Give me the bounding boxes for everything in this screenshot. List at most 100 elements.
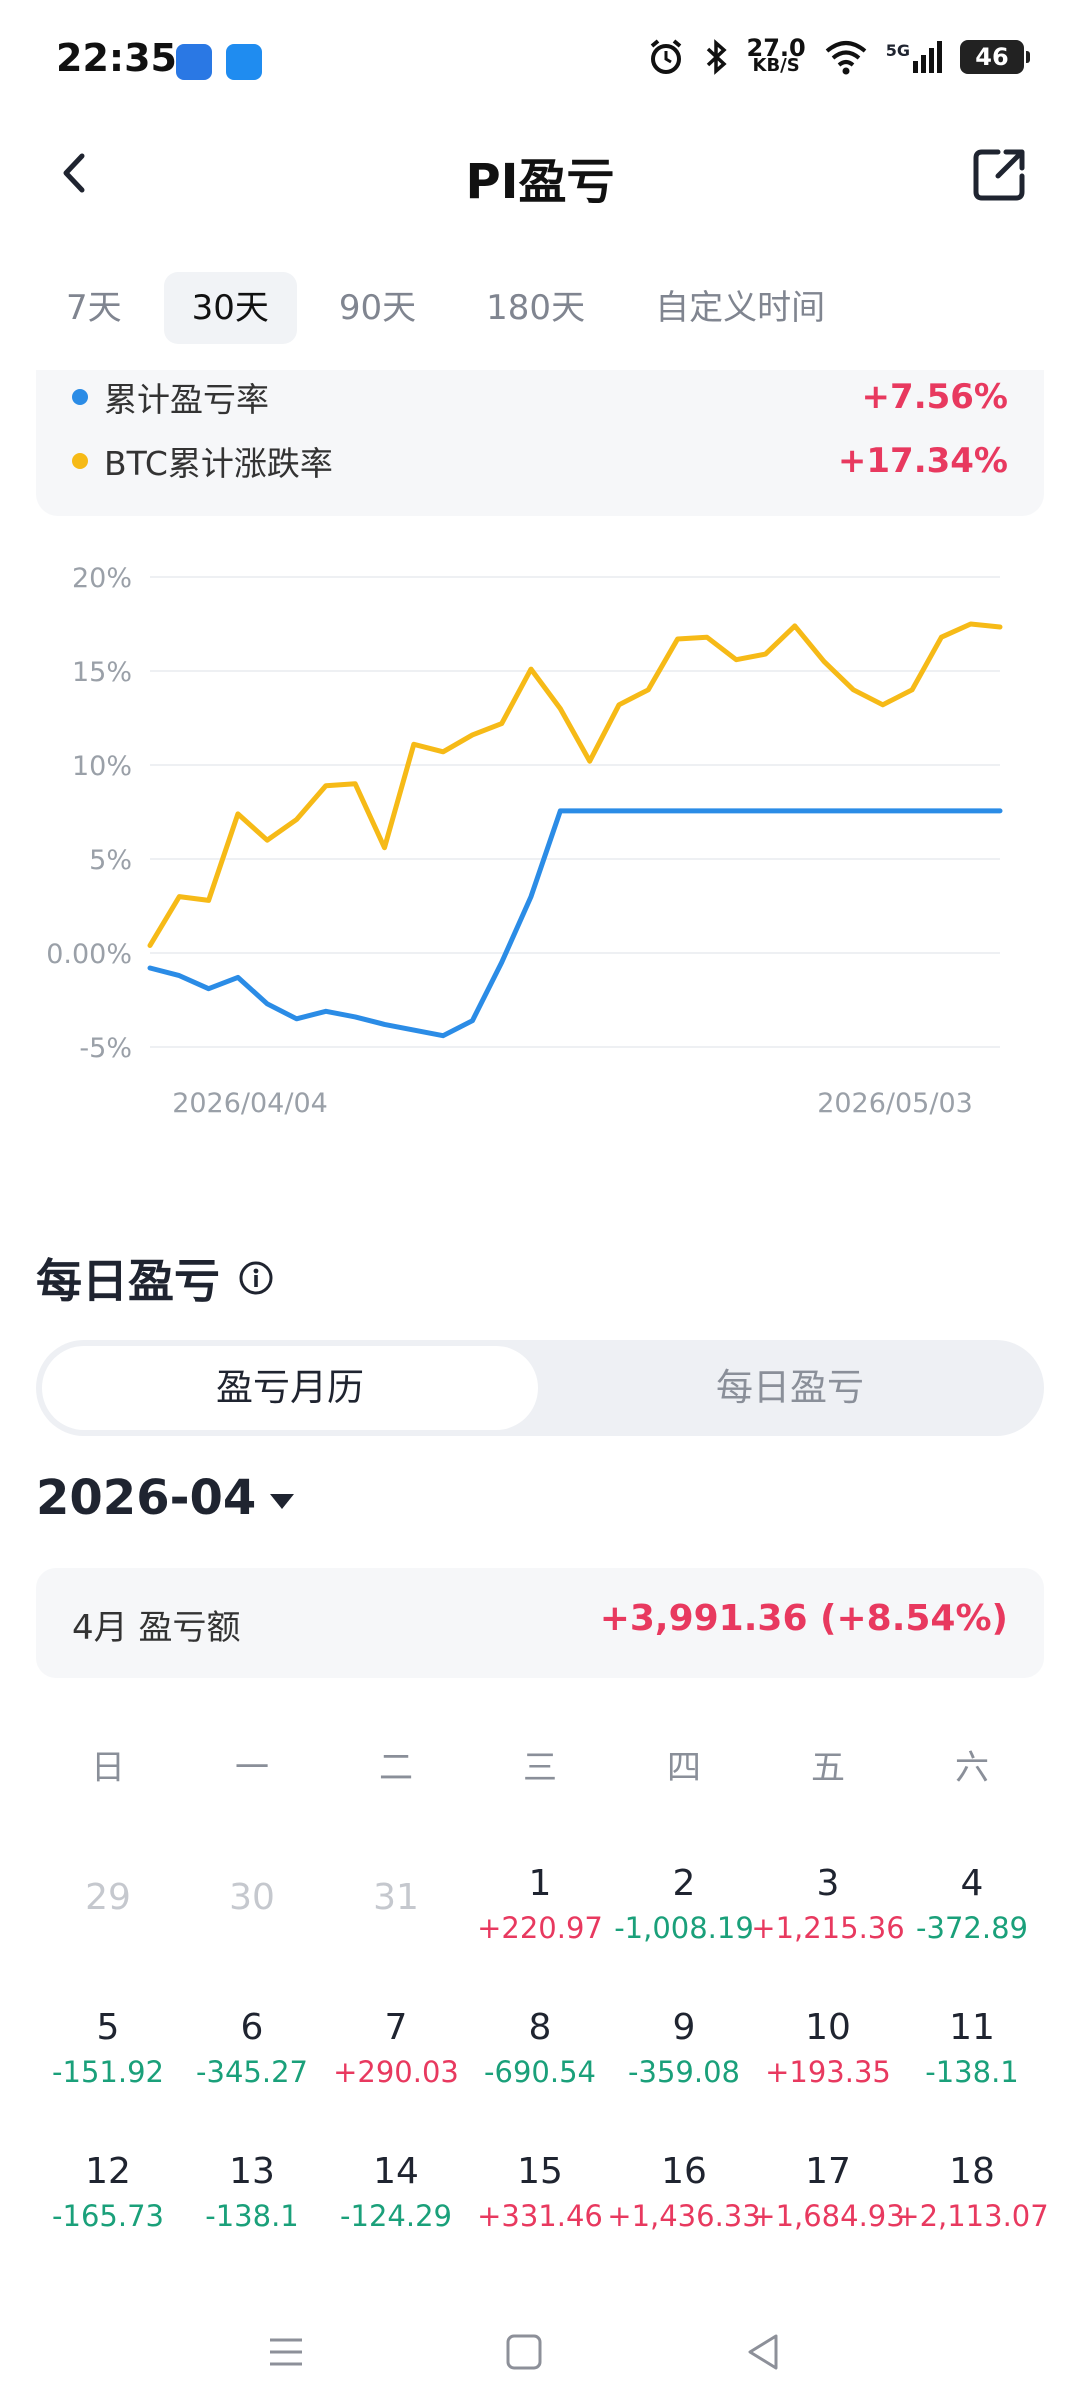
calendar-day-cell[interactable]: 1 +220.97 (468, 1860, 612, 2004)
day-number: 9 (672, 2007, 696, 2048)
section-title-text: 每日盈亏 (36, 1254, 220, 1308)
view-segment-control: 盈亏月历 每日盈亏 (36, 1340, 1044, 1436)
daily-pnl-section-title: 每日盈亏 (36, 1245, 274, 1311)
weekday-label: 三 (523, 1748, 557, 1788)
tab-custom-time[interactable]: 自定义时间 (655, 288, 826, 328)
weekday-label: 二 (379, 1748, 413, 1788)
y-tick-label: 15% (72, 657, 132, 688)
cellular-signal-icon: 5G (886, 41, 942, 73)
month-selector-value: 2026-04 (36, 1470, 257, 1526)
summary-label: 累计盈亏率 (104, 380, 269, 419)
day-pnl-value: -345.27 (196, 2055, 308, 2089)
segment-pnl-calendar[interactable]: 盈亏月历 (42, 1346, 538, 1430)
day-number: 15 (517, 2151, 563, 2192)
day-number: 7 (384, 2007, 408, 2048)
day-pnl-value: -138.1 (925, 2055, 1019, 2089)
day-number: 31 (373, 1877, 419, 1918)
day-pnl-value: -690.54 (484, 2055, 596, 2089)
bluetooth-icon (706, 39, 727, 75)
tab-30d[interactable]: 30天 (163, 272, 297, 344)
back-nav-icon[interactable] (742, 2330, 786, 2374)
legend-dot-yellow (72, 453, 88, 469)
day-pnl-value: +1,436.33 (607, 2199, 761, 2233)
net-speed: 27.0 KB/S (746, 34, 806, 76)
weekday-label: 一 (235, 1748, 269, 1788)
calendar-day-cell[interactable]: 9 -359.08 (612, 2004, 756, 2148)
home-icon[interactable] (502, 2330, 546, 2374)
calendar-week-row: 29 30 31 1 +220.97 2 -1,008.19 3 +1,215.36 4 -372.… (36, 1860, 1044, 2004)
caret-down-icon (270, 1493, 295, 1509)
pnl-line-chart[interactable]: 20% 15% 10% 5% 0.00% -5% 2026/04/04 2026/05/03 (0, 540, 1080, 1140)
tab-180d[interactable]: 180天 (486, 288, 586, 328)
calendar-day-cell[interactable]: 5 -151.92 (36, 2004, 180, 2148)
day-number: 11 (949, 2007, 995, 2048)
app-notification-icon (176, 44, 212, 80)
day-number: 4 (960, 1863, 984, 1904)
day-pnl-value: -124.29 (340, 2199, 452, 2233)
calendar-day-cell[interactable]: 10 +193.35 (756, 2004, 900, 2148)
day-number: 12 (85, 2151, 131, 2192)
day-number: 10 (805, 2007, 851, 2048)
day-pnl-value: +193.35 (765, 2055, 891, 2089)
day-number: 29 (85, 1877, 131, 1918)
time-range-tabs: 7天 30天 90天 180天 自定义时间 (38, 272, 853, 344)
calendar-day-cell[interactable]: 15 +331.46 (468, 2148, 612, 2292)
calendar-day-cell[interactable]: 4 -372.89 (900, 1860, 1044, 2004)
legend-dot-blue (72, 389, 88, 405)
summary-value: +17.34% (837, 441, 1008, 481)
x-tick-label: 2026/05/03 (817, 1088, 973, 1119)
day-pnl-value: +290.03 (333, 2055, 459, 2089)
calendar-day-outside-month: 30 (180, 1860, 324, 2004)
info-icon[interactable] (238, 1260, 274, 1296)
calendar-day-cell[interactable]: 11 -138.1 (900, 2004, 1044, 2148)
day-number: 14 (373, 2151, 419, 2192)
weekday-label: 四 (667, 1748, 701, 1788)
day-pnl-value: +1,684.93 (751, 2199, 905, 2233)
y-tick-label: 5% (89, 845, 132, 876)
menu-icon[interactable] (264, 2330, 308, 2374)
status-time: 22:35 (56, 36, 177, 80)
alarm-icon (650, 39, 681, 74)
day-pnl-value: -165.73 (52, 2199, 164, 2233)
day-number: 17 (805, 2151, 851, 2192)
calendar-day-cell[interactable]: 17 +1,684.93 (751, 2148, 904, 2292)
tab-7d[interactable]: 7天 (66, 288, 122, 328)
month-selector[interactable]: 2026-04 (36, 1470, 295, 1526)
summary-row-btc-change: BTC累计涨跌率 +17.34% (72, 436, 1008, 486)
calendar-day-cell[interactable]: 3 +1,215.36 (751, 1860, 904, 2004)
month-pnl-label: 4月 盈亏额 (72, 1608, 241, 1648)
calendar-day-cell[interactable]: 2 -1,008.19 (612, 1860, 756, 2004)
calendar-day-cell[interactable]: 7 +290.03 (324, 2004, 468, 2148)
calendar-day-cell[interactable]: 16 +1,436.33 (607, 2148, 760, 2292)
calendar-day-cell[interactable]: 8 -690.54 (468, 2004, 612, 2148)
status-bar: 22:35 27.0 KB/S 5G 46 (0, 0, 1080, 120)
back-arrow-icon[interactable] (52, 148, 102, 198)
day-pnl-value: +2,113.07 (895, 2199, 1049, 2233)
day-pnl-value: -151.92 (52, 2055, 164, 2089)
day-number: 1 (528, 1863, 552, 1904)
series-line (147, 621, 1003, 948)
calendar-day-cell[interactable]: 14 -124.29 (324, 2148, 468, 2292)
tab-90d[interactable]: 90天 (338, 288, 417, 328)
y-tick-label: 0.00% (46, 939, 132, 970)
share-icon[interactable] (968, 144, 1030, 206)
segment-daily-pnl[interactable]: 每日盈亏 (716, 1366, 864, 1409)
month-pnl-summary: 4月 盈亏额 +3,991.36 (+8.54%) (36, 1568, 1044, 1678)
month-pnl-amount: +3,991.36 (+8.54%) (599, 1598, 1008, 1639)
pnl-summary-card: 累计盈亏率 +7.56% BTC累计涨跌率 +17.34% (36, 370, 1044, 516)
weekday-label: 日 (91, 1748, 125, 1788)
day-pnl-value: -359.08 (628, 2055, 740, 2089)
day-pnl-value: -372.89 (916, 1911, 1028, 1945)
day-pnl-value: +1,215.36 (751, 1911, 905, 1945)
day-number: 16 (661, 2151, 707, 2192)
system-nav-bar (0, 2300, 1080, 2400)
calendar-day-cell[interactable]: 18 +2,113.07 (895, 2148, 1048, 2292)
summary-row-cumulative-pnl: 累计盈亏率 +7.56% (72, 372, 1008, 422)
calendar-day-cell[interactable]: 6 -345.27 (180, 2004, 324, 2148)
calendar-day-cell[interactable]: 13 -138.1 (180, 2148, 324, 2292)
calendar-day-cell[interactable]: 12 -165.73 (36, 2148, 180, 2292)
weekday-header: 日一二三四五六 (36, 1740, 1044, 1789)
day-number: 18 (949, 2151, 995, 2192)
wifi-icon (825, 41, 867, 75)
day-number: 6 (240, 2007, 264, 2048)
